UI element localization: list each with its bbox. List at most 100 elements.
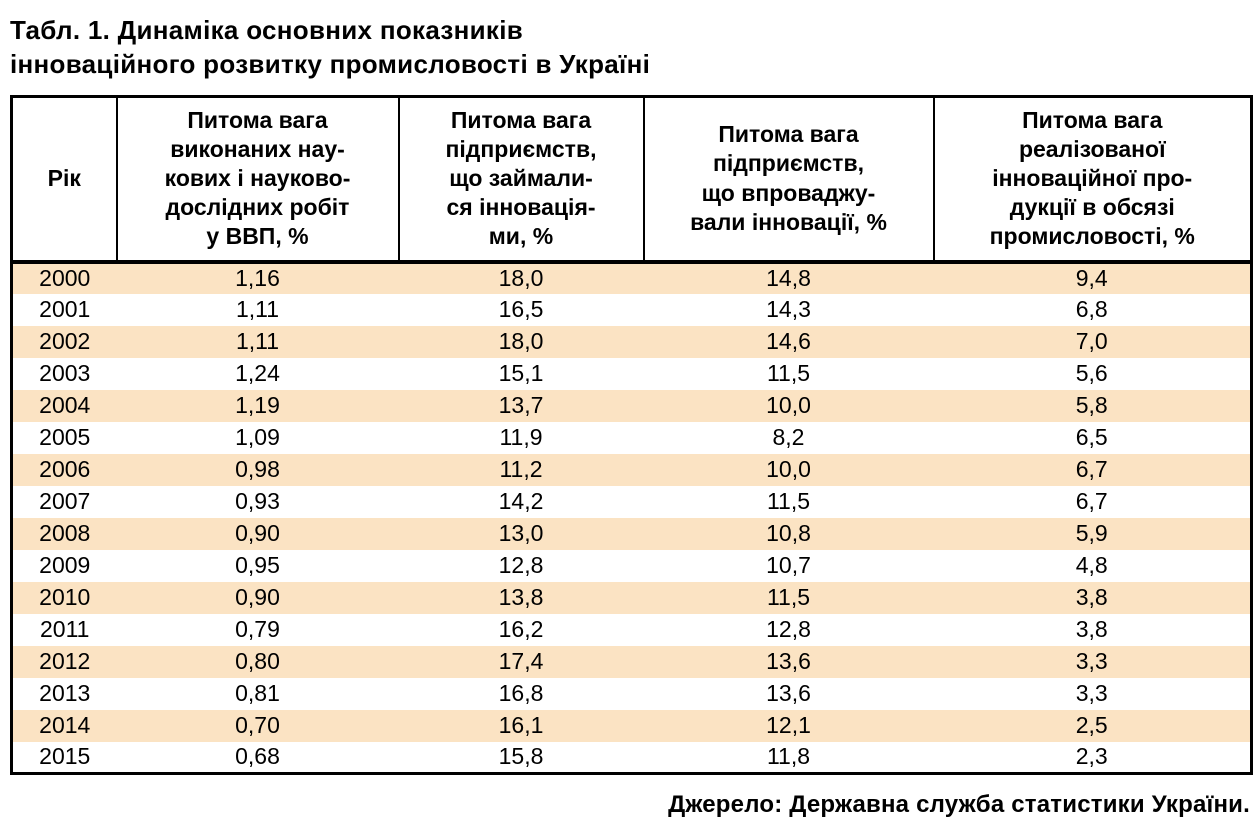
value-cell: 6,7 <box>933 453 1252 486</box>
value-cell: 13,0 <box>398 517 644 550</box>
column-header-year: Рік <box>10 95 118 264</box>
value-cell: 16,8 <box>498 680 544 707</box>
year-cell: 2009 <box>39 552 91 579</box>
table-row: 2007 0,93 14,2 11,5 6,7 <box>12 486 1252 518</box>
value-cell: 5,6 <box>1075 360 1108 387</box>
value-cell: 1,24 <box>235 360 280 387</box>
value-cell: 14,3 <box>766 296 811 323</box>
value-cell: 3,3 <box>933 645 1252 678</box>
year-cell: 2013 <box>39 680 91 707</box>
table-row: 2006 0,98 11,2 10,0 6,7 <box>11 453 1252 486</box>
year-cell: 2002 <box>11 325 117 358</box>
table-row: 2002 1,11 18,0 14,6 7,0 <box>11 325 1252 358</box>
value-cell: 11,8 <box>766 743 811 770</box>
table-row: 2012 0,80 17,4 13,6 3,3 <box>11 645 1252 678</box>
value-cell: 16,1 <box>398 709 644 742</box>
value-cell: 11,5 <box>643 581 934 614</box>
value-cell: 3,8 <box>1075 616 1108 643</box>
value-cell: 16,5 <box>498 296 544 323</box>
value-cell: 9,4 <box>933 261 1252 294</box>
value-cell: 13,8 <box>398 581 644 614</box>
value-cell: 13,6 <box>643 645 934 678</box>
value-cell: 0,98 <box>116 453 399 486</box>
value-cell: 1,09 <box>235 424 280 451</box>
value-cell: 12,8 <box>498 552 544 579</box>
table-row: 2000 1,16 18,0 14,8 9,4 <box>11 261 1252 294</box>
value-cell: 0,90 <box>116 517 399 550</box>
table-row: 2009 0,95 12,8 10,7 4,8 <box>12 550 1252 582</box>
value-cell: 13,7 <box>398 389 644 422</box>
year-cell: 2004 <box>11 389 117 422</box>
value-cell: 10,0 <box>643 453 934 486</box>
table-row: 2010 0,90 13,8 11,5 3,8 <box>11 581 1252 614</box>
value-cell: 0,80 <box>116 645 399 678</box>
value-cell: 10,7 <box>766 552 811 579</box>
table-row: 2004 1,19 13,7 10,0 5,8 <box>11 389 1252 422</box>
column-header-enterprises-implementing: Питома вага підприємств, що впроваджу- в… <box>642 95 935 264</box>
column-header-rnd-share-gdp: Питома вага виконаних нау- кових і науко… <box>115 95 400 264</box>
table-row: 2011 0,79 16,2 12,8 3,8 <box>12 614 1252 646</box>
value-cell: 2,3 <box>1075 743 1108 770</box>
table-row: 2015 0,68 15,8 11,8 2,3 <box>12 742 1252 774</box>
year-cell: 2011 <box>40 616 90 643</box>
value-cell: 14,2 <box>498 488 544 515</box>
value-cell: 0,90 <box>116 581 399 614</box>
value-cell: 12,1 <box>643 709 934 742</box>
value-cell: 18,0 <box>398 261 644 294</box>
value-cell: 11,2 <box>398 453 644 486</box>
value-cell: 10,8 <box>643 517 934 550</box>
value-cell: 0,93 <box>235 488 280 515</box>
table-row: 2014 0,70 16,1 12,1 2,5 <box>11 709 1252 742</box>
table-row: 2005 1,09 11,9 8,2 6,5 <box>12 422 1252 454</box>
year-cell: 2015 <box>39 743 91 770</box>
year-cell: 2001 <box>39 296 91 323</box>
value-cell: 8,2 <box>772 424 805 451</box>
value-cell: 7,0 <box>933 325 1252 358</box>
year-cell: 2007 <box>39 488 91 515</box>
value-cell: 5,9 <box>933 517 1252 550</box>
value-cell: 14,8 <box>643 261 934 294</box>
value-cell: 11,5 <box>766 488 811 515</box>
value-cell: 0,68 <box>235 743 280 770</box>
value-cell: 16,2 <box>498 616 544 643</box>
column-header-enterprises-innovating: Питома вага підприємств, що займали- ся … <box>397 95 645 264</box>
value-cell: 0,79 <box>235 616 280 643</box>
value-cell: 12,8 <box>766 616 811 643</box>
value-cell: 1,16 <box>116 261 399 294</box>
table-row: 2003 1,24 15,1 11,5 5,6 <box>12 358 1252 390</box>
value-cell: 15,1 <box>498 360 544 387</box>
value-cell: 14,6 <box>643 325 934 358</box>
value-cell: 2,5 <box>933 709 1252 742</box>
source-note: Джерело: Державна служба статистики Укра… <box>668 791 1250 819</box>
year-cell: 2003 <box>39 360 91 387</box>
value-cell: 11,9 <box>499 424 543 451</box>
table-row: 2008 0,90 13,0 10,8 5,9 <box>11 517 1252 550</box>
value-cell: 6,5 <box>1075 424 1108 451</box>
value-cell: 3,3 <box>1075 680 1108 707</box>
value-cell: 11,5 <box>766 360 811 387</box>
data-table: Рік Питома вага виконаних нау- кових і н… <box>10 94 1253 776</box>
value-cell: 15,8 <box>498 743 544 770</box>
year-cell: 2010 <box>11 581 117 614</box>
value-cell: 10,0 <box>643 389 934 422</box>
value-cell: 1,11 <box>116 325 399 358</box>
value-cell: 0,70 <box>116 709 399 742</box>
value-cell: 17,4 <box>398 645 644 678</box>
year-cell: 2008 <box>11 517 117 550</box>
value-cell: 5,8 <box>933 389 1252 422</box>
table-body: 2000 1,16 18,0 14,8 9,4 2001 1,11 16,5 14,3 6,8 20… <box>11 261 1252 774</box>
year-cell: 2006 <box>11 453 117 486</box>
table-row: 2013 0,81 16,8 13,6 3,3 <box>12 678 1252 710</box>
table-row: 2001 1,11 16,5 14,3 6,8 <box>12 294 1252 326</box>
value-cell: 6,8 <box>1075 296 1108 323</box>
value-cell: 1,19 <box>116 389 399 422</box>
value-cell: 0,95 <box>235 552 280 579</box>
year-cell: 2012 <box>11 645 117 678</box>
value-cell: 18,0 <box>398 325 644 358</box>
year-cell: 2014 <box>11 709 117 742</box>
value-cell: 6,7 <box>1075 488 1108 515</box>
value-cell: 0,81 <box>235 680 280 707</box>
value-cell: 4,8 <box>1075 552 1108 579</box>
value-cell: 13,6 <box>766 680 811 707</box>
